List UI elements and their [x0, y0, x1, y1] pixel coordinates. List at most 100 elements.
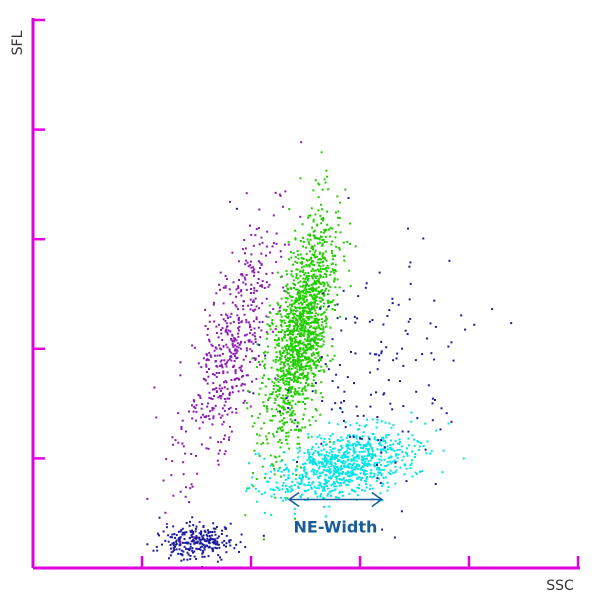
- point-green: [296, 327, 299, 330]
- point-cyan: [348, 481, 351, 484]
- point-green: [333, 277, 336, 280]
- point-green: [305, 374, 308, 377]
- point-blue: [200, 545, 203, 548]
- point-green: [252, 485, 255, 488]
- point-blue: [217, 543, 220, 546]
- point-green: [304, 344, 307, 347]
- point-cyan: [305, 473, 308, 476]
- point-purple: [255, 305, 258, 308]
- point-green: [308, 318, 311, 320]
- point-green: [291, 411, 294, 414]
- point-purple: [230, 337, 233, 340]
- point-navy-scatter: [368, 320, 371, 323]
- point-green: [288, 447, 291, 450]
- point-green: [297, 360, 299, 362]
- point-green: [316, 334, 319, 337]
- point-green: [310, 284, 313, 287]
- point-cyan: [331, 456, 334, 459]
- point-cyan: [337, 467, 340, 470]
- point-green: [312, 290, 315, 293]
- point-cyan: [395, 453, 398, 456]
- point-purple: [237, 308, 239, 311]
- point-blue: [158, 516, 161, 519]
- point-green: [285, 316, 288, 319]
- point-green: [316, 306, 318, 309]
- point-cyan: [384, 464, 387, 467]
- point-green: [314, 256, 317, 259]
- point-green: [251, 425, 254, 428]
- point-blue: [240, 533, 243, 536]
- point-green: [328, 235, 331, 238]
- point-navy-scatter: [377, 439, 380, 442]
- point-green: [280, 442, 283, 444]
- point-purple: [238, 279, 240, 281]
- point-blue: [206, 544, 208, 547]
- point-purple: [191, 417, 194, 420]
- point-green: [289, 373, 292, 376]
- point-green: [299, 381, 302, 384]
- point-blue: [178, 540, 181, 543]
- point-green: [321, 239, 324, 241]
- point-green: [272, 433, 275, 436]
- point-green: [315, 343, 318, 346]
- point-purple: [205, 363, 208, 366]
- point-cyan: [264, 472, 267, 475]
- point-green: [274, 346, 277, 349]
- point-cyan: [363, 470, 366, 473]
- point-navy-scatter: [431, 402, 434, 405]
- point-cyan: [347, 471, 350, 474]
- point-green: [319, 313, 322, 316]
- point-cyan: [375, 468, 378, 471]
- point-green: [311, 382, 314, 385]
- point-cyan: [347, 465, 350, 467]
- point-green: [276, 313, 279, 315]
- point-purple: [232, 345, 235, 348]
- point-blue: [208, 545, 211, 548]
- point-purple: [267, 285, 270, 288]
- point-green: [318, 291, 321, 293]
- point-navy-scatter: [364, 286, 367, 289]
- point-purple: [234, 304, 237, 307]
- point-cyan: [329, 468, 332, 470]
- point-green: [282, 352, 285, 355]
- point-navy-scatter: [422, 237, 425, 240]
- point-green: [315, 352, 318, 354]
- point-cyan: [361, 459, 364, 462]
- point-green: [294, 306, 297, 308]
- point-blue: [235, 543, 238, 546]
- point-green: [304, 325, 307, 328]
- point-green: [301, 262, 303, 265]
- point-cyan: [313, 485, 316, 488]
- point-green: [322, 276, 325, 279]
- point-green: [308, 264, 311, 266]
- point-green: [308, 356, 311, 359]
- point-purple: [195, 410, 198, 413]
- point-cyan: [371, 452, 374, 455]
- point-cyan: [283, 474, 286, 477]
- point-cyan: [309, 460, 312, 463]
- point-green: [305, 263, 308, 266]
- point-green: [300, 368, 303, 371]
- point-purple: [231, 340, 234, 342]
- point-purple: [202, 357, 205, 360]
- point-green: [314, 288, 317, 291]
- point-navy-scatter: [342, 289, 345, 292]
- point-green: [315, 237, 318, 240]
- point-cyan: [335, 485, 338, 488]
- point-green: [263, 374, 265, 377]
- point-green: [329, 440, 331, 443]
- point-green: [332, 269, 335, 272]
- point-purple: [218, 413, 221, 416]
- point-blue: [195, 525, 198, 528]
- point-cyan: [304, 484, 307, 487]
- point-green: [326, 210, 329, 213]
- point-green: [315, 409, 318, 412]
- point-green: [338, 217, 341, 219]
- point-green: [292, 395, 295, 398]
- point-purple: [245, 259, 248, 262]
- point-green: [276, 378, 279, 381]
- point-green: [303, 320, 306, 323]
- point-cyan: [266, 480, 269, 483]
- point-green: [306, 346, 309, 349]
- point-cyan: [380, 473, 383, 476]
